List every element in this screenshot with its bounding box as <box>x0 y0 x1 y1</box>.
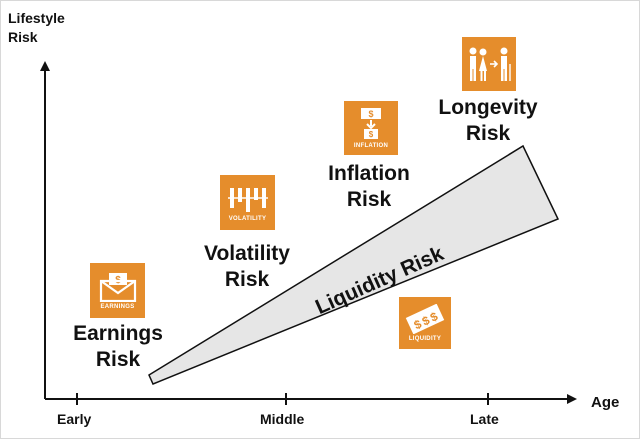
longevity-risk-label: Longevity Risk <box>428 95 548 147</box>
y-axis-label-line2: Risk <box>8 29 38 45</box>
envelope-money-icon: $ <box>99 272 136 302</box>
tick-label-middle: Middle <box>260 411 305 427</box>
volatility-risk-line2: Risk <box>224 268 270 291</box>
longevity-risk-line2: Risk <box>465 122 511 145</box>
inflation-risk-line1: Inflation <box>328 162 410 185</box>
volatility-risk-label: Volatility Risk <box>191 241 303 293</box>
longevity-risk-line1: Longevity <box>438 96 538 119</box>
y-axis-label: Lifestyle Risk <box>8 9 65 47</box>
x-axis-label: Age <box>591 394 620 411</box>
liquidity-icon-caption: LIQUIDITY <box>408 336 442 342</box>
earnings-icon: $ EARNINGS <box>90 263 145 318</box>
earnings-icon-caption: EARNINGS <box>100 303 135 310</box>
liquidity-icon: $ $ $ LIQUIDITY <box>399 297 451 349</box>
money-arrow-icon: $ $ <box>361 108 381 139</box>
earnings-risk-line2: Risk <box>95 348 141 371</box>
inflation-icon: $ $ INFLATION <box>344 101 398 155</box>
inflation-icon-caption: INFLATION <box>353 143 389 149</box>
volatility-icon: VOLATILITY <box>220 175 275 230</box>
liquidity-wedge <box>148 144 560 385</box>
volatility-icon-caption: VOLATILITY <box>228 215 267 222</box>
earnings-risk-label: Earnings Risk <box>61 321 175 373</box>
inflation-risk-line2: Risk <box>346 188 392 211</box>
longevity-icon <box>462 37 516 91</box>
volatility-risk-line1: Volatility <box>204 242 290 265</box>
people-aging-icon <box>469 47 511 81</box>
bar-chart-icon <box>227 187 268 212</box>
y-axis-label-line1: Lifestyle <box>8 10 65 26</box>
tick-label-early: Early <box>57 411 92 427</box>
svg-text:$: $ <box>368 109 373 119</box>
dollar-cash-icon: $ $ $ <box>405 304 445 334</box>
inflation-risk-label: Inflation Risk <box>313 161 425 213</box>
earnings-risk-line1: Earnings <box>73 322 163 345</box>
svg-text:$: $ <box>369 130 374 139</box>
tick-label-late: Late <box>470 411 499 427</box>
